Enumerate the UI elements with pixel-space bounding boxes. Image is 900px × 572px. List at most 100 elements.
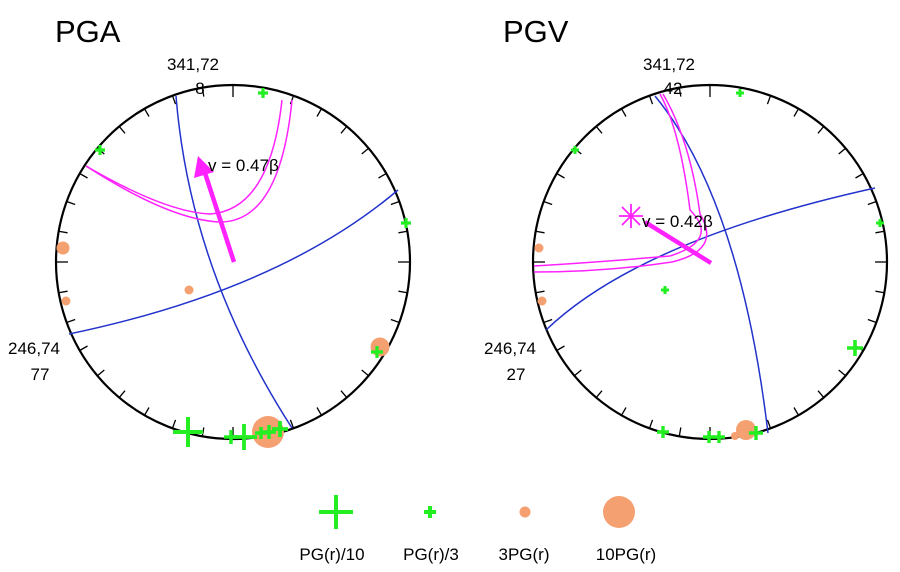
tick-mark [875,230,885,234]
panel-title: PGV [503,14,569,49]
tick-mark [340,125,348,134]
tick-mark [648,95,654,105]
station-cross [571,146,579,154]
station-cross [95,145,105,155]
legend-label: PG(r)/10 [299,545,364,564]
tick-mark [58,290,68,294]
tick-mark [66,200,76,206]
tick-mark [96,369,105,377]
tick-mark [378,172,387,179]
station-cross [401,218,411,228]
station-dot [736,420,756,440]
station-cross [661,286,669,294]
confidence-curve-2 [85,99,283,215]
station-cross [847,340,863,356]
tick-mark [118,125,126,134]
legend-symbol-large-cross [319,495,353,529]
legend-label: PG(r)/3 [403,545,459,564]
panel-title: PGA [55,14,121,49]
legend-label: 3PG(r) [499,545,550,564]
left-label-value: 77 [31,365,50,384]
legend-symbol-large-dot [603,496,635,528]
left-label-strike-dip: 246,74 [484,339,536,358]
legend-label: 10PG(r) [596,545,656,564]
fault-plane-2 [68,189,399,335]
tick-mark [171,419,177,429]
legend-symbol-small-cross [424,506,436,518]
tick-mark [79,345,88,352]
tick-mark [543,318,553,324]
tick-mark [340,390,348,399]
tick-mark [143,108,150,117]
top-label-strike-dip: 341,72 [643,55,695,74]
tick-mark [620,108,627,117]
confidence-curve-1 [533,93,702,267]
fault-plane-1 [654,95,769,434]
station-cross [272,421,288,437]
tick-mark [817,390,825,399]
tick-mark [867,200,877,206]
top-label-strike-dip: 341,72 [167,55,219,74]
tick-mark [766,419,772,429]
tick-mark [556,172,565,179]
tick-mark [289,419,295,429]
station-dot [534,243,544,253]
station-dot [537,296,547,306]
tick-mark [390,318,400,324]
tick-mark [620,407,627,416]
tick-mark [648,419,654,429]
station-cross [262,425,276,439]
tick-mark [143,407,150,416]
tick-mark [838,147,847,155]
station-dot [370,337,390,357]
tick-mark [361,147,370,155]
tick-mark [171,95,177,105]
tick-mark [316,108,323,117]
left-label-strike-dip: 246,74 [8,339,60,358]
station-cross [657,426,669,438]
station-dot [61,296,71,306]
net-circle [54,83,412,441]
station-cross-large [231,424,257,450]
station-cross [258,88,268,98]
rupture-arrow-head [194,156,214,178]
tick-mark [573,369,582,377]
tick-mark [855,172,864,179]
tick-mark [817,125,825,134]
legend: PG(r)/10 PG(r)/3 3PG(r) 10PG(r) [299,495,656,564]
rupture-direction-arrow [201,169,237,263]
tick-mark [867,318,877,324]
tick-mark [79,172,88,179]
tick-mark [398,230,408,234]
left-label-value: 27 [507,365,526,384]
panel-pga: PGA 341,72 8 246,74 77 v = 0.47β [8,14,412,450]
confidence-curve-2 [533,93,708,273]
station-cross [371,346,383,358]
fault-plane-2 [545,187,876,331]
tick-mark [66,318,76,324]
tick-mark [118,390,126,399]
tick-mark [201,87,205,97]
velocity-label: v = 0.47β [208,156,279,175]
station-cross [713,431,725,443]
legend-symbol-small-dot [519,506,531,518]
velocity-label: v = 0.42β [642,212,713,231]
epicenter-asterisk [619,204,643,228]
station-crosses [571,89,884,443]
station-cross [736,89,744,97]
tick-mark [875,290,885,294]
station-cross [749,426,763,440]
tick-mark [535,230,545,234]
tick-mark [595,390,603,399]
fault-plane-1 [175,95,293,429]
tick-mark [201,427,205,437]
tick-mark [793,108,800,117]
station-crosses [95,88,411,450]
station-cross [876,219,884,227]
tick-mark [678,87,682,97]
tick-mark [556,345,565,352]
tick-mark [793,407,800,416]
tick-mark [361,369,370,377]
tick-mark [678,427,682,437]
